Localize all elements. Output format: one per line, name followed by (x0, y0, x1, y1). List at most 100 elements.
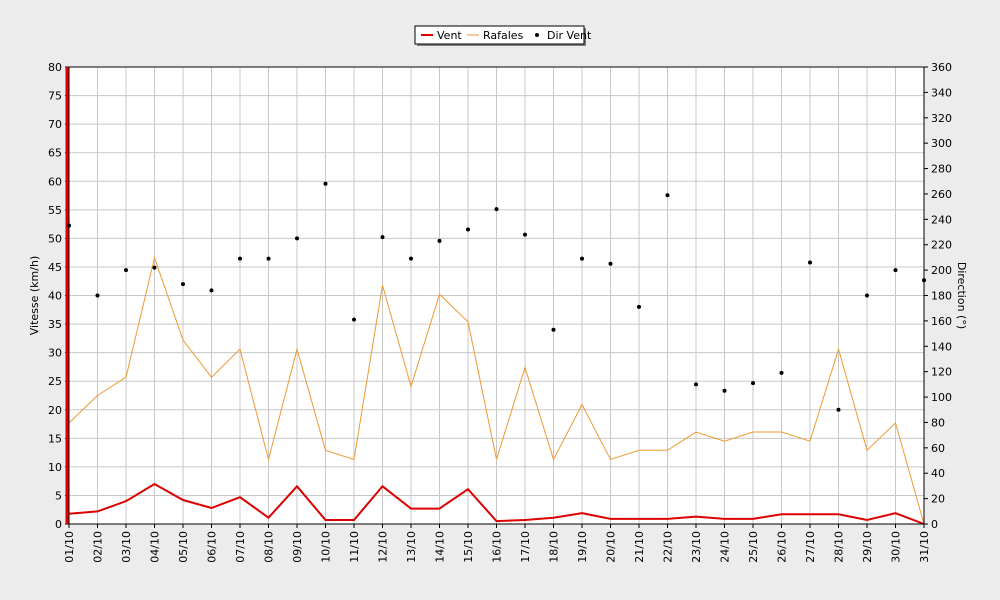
left-tick-label: 80 (48, 61, 62, 74)
left-tick-label: 5 (55, 489, 62, 502)
left-tick-label: 45 (48, 261, 62, 274)
point-dir-vent (95, 293, 100, 298)
x-tick-label: 06/10 (206, 531, 219, 563)
point-dir-vent (295, 236, 299, 241)
point-dir-vent (152, 265, 157, 270)
point-dir-vent (409, 256, 413, 261)
x-tick-label: 03/10 (120, 531, 133, 563)
left-tick-label: 30 (48, 347, 62, 360)
x-tick-label: 04/10 (149, 531, 162, 563)
plot-border (68, 66, 925, 525)
left-tick-label: 25 (48, 375, 62, 388)
point-dir-vent (181, 282, 185, 287)
left-axis: 0 5 10 15 20 25 30 35 40 45 50 55 60 65 70 75 80 (48, 61, 69, 531)
x-tick-label: 25/10 (747, 531, 760, 563)
left-tick-label: 0 (55, 518, 62, 531)
point-dir-vent (893, 268, 898, 273)
series-line-vent (68, 482, 925, 525)
x-tick-label: 31/10 (918, 531, 931, 563)
left-tick-label: 20 (48, 404, 62, 417)
right-tick-label: 220 (931, 239, 952, 252)
x-tick-label: 09/10 (291, 531, 304, 563)
point-dir-vent (494, 207, 499, 212)
right-tick-label: 340 (931, 86, 952, 99)
x-axis: 01/10 02/10 03/10 04/10 05/10 06/10 07/10 08/10… (63, 524, 931, 563)
x-tick-label: 27/10 (804, 531, 817, 563)
point-dir-vent (437, 238, 442, 243)
x-tick-label: 10/10 (320, 531, 333, 563)
right-tick-label: 40 (931, 467, 945, 480)
left-tick-label: 55 (48, 204, 62, 217)
x-tick-label: 08/10 (263, 531, 276, 563)
point-dir-vent (380, 235, 385, 240)
left-tick-label: 70 (48, 118, 62, 131)
x-tick-label: 13/10 (405, 531, 418, 563)
point-dir-vent (751, 381, 755, 386)
right-tick-label: 280 (931, 163, 952, 176)
point-dir-vent (124, 268, 128, 273)
point-dir-vent (722, 388, 727, 393)
x-tick-label: 29/10 (861, 531, 874, 563)
x-tick-label: 07/10 (234, 531, 247, 563)
x-tick-label: 30/10 (890, 531, 903, 563)
x-tick-label: 16/10 (491, 531, 504, 563)
x-tick-label: 22/10 (662, 531, 675, 563)
y-axis-label: Vitesse (km/h) (28, 256, 41, 336)
point-dir-vent (466, 227, 470, 232)
point-dir-vent (808, 260, 812, 265)
point-dir-vent (694, 382, 698, 387)
right-tick-label: 60 (931, 442, 945, 455)
right-tick-label: 0 (931, 518, 938, 531)
x-tick-label: 14/10 (434, 531, 447, 563)
series-line-rafales (68, 256, 925, 525)
x-tick-label: 23/10 (690, 531, 703, 563)
point-dir-vent (865, 293, 869, 298)
x-tick-label: 12/10 (377, 531, 390, 563)
point-dir-vent (238, 256, 242, 261)
right-tick-label: 180 (931, 290, 952, 303)
point-dir-vent (779, 370, 784, 375)
left-tick-label: 50 (48, 232, 62, 245)
legend-label-rafales: Rafales (483, 29, 524, 42)
x-tick-label: 05/10 (177, 531, 190, 563)
right-tick-label: 80 (931, 416, 945, 429)
left-tick-label: 35 (48, 318, 62, 331)
point-dir-vent (608, 261, 613, 266)
point-dir-vent (836, 407, 841, 412)
x-tick-label: 15/10 (462, 531, 475, 563)
x-tick-label: 02/10 (92, 531, 105, 563)
point-dir-vent (209, 288, 214, 293)
legend: Vent Rafales Dir Vent (414, 25, 592, 46)
point-dir-vent (665, 193, 670, 198)
point-dir-vent (637, 304, 641, 309)
right-tick-label: 260 (931, 188, 952, 201)
right-axis: 0 20 40 60 80 100 120 140 160 180 200 220 240 260 280 3… (924, 61, 952, 531)
left-tick-label: 60 (48, 175, 62, 188)
point-dir-vent (551, 327, 556, 332)
x-tick-label: 01/10 (63, 531, 76, 563)
point-dir-vent (523, 232, 527, 237)
legend-label-dir-vent: Dir Vent (547, 29, 592, 42)
x-tick-label: 18/10 (548, 531, 561, 563)
legend-swatch-dir-vent (535, 33, 539, 37)
left-tick-label: 10 (48, 461, 62, 474)
point-dir-vent (323, 181, 328, 186)
right-tick-label: 300 (931, 137, 952, 150)
right-tick-label: 120 (931, 366, 952, 379)
legend-box (414, 25, 585, 45)
x-tick-label: 24/10 (719, 531, 732, 563)
series-layer (65, 67, 926, 525)
right-tick-label: 20 (931, 493, 945, 506)
x-tick-label: 21/10 (633, 531, 646, 563)
left-tick-label: 15 (48, 432, 62, 445)
right-tick-label: 360 (931, 61, 952, 74)
y2-axis-label: Direction (°) (955, 262, 968, 329)
right-tick-label: 140 (931, 340, 952, 353)
right-tick-label: 100 (931, 391, 952, 404)
right-tick-label: 160 (931, 315, 952, 328)
x-tick-label: 26/10 (776, 531, 789, 563)
point-dir-vent (352, 317, 356, 322)
legend-label-vent: Vent (437, 29, 462, 42)
x-tick-label: 17/10 (519, 531, 532, 563)
